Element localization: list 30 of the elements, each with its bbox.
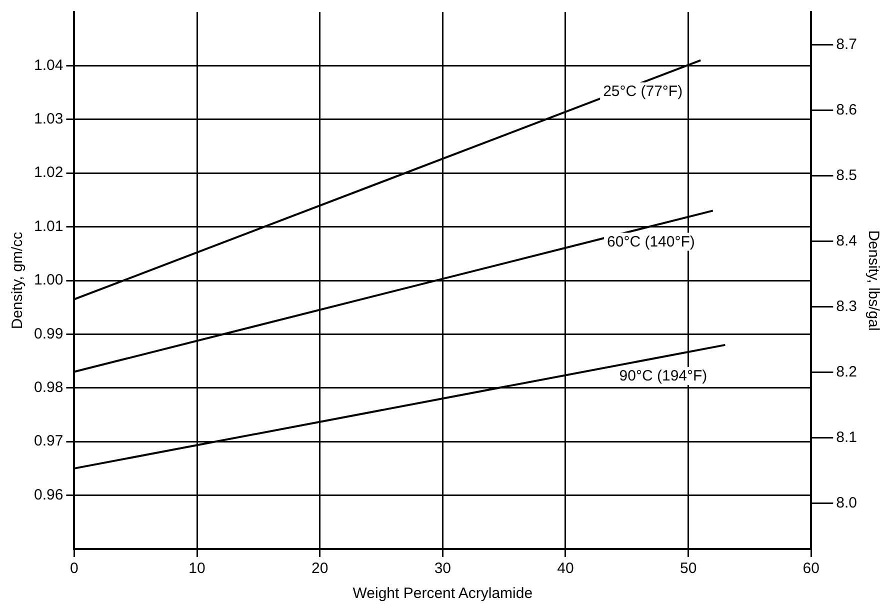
y-axis-title: Density, gm/cc <box>9 231 26 330</box>
x-tick-label: 0 <box>70 560 78 578</box>
y-tick-label: 0.99 <box>34 325 64 342</box>
y2-tick-label: 8.2 <box>836 363 858 380</box>
y-tick-label: 1.02 <box>34 164 64 182</box>
y-tick-label: 0.98 <box>34 379 64 396</box>
series-label: 25°C (77°F) <box>603 82 683 100</box>
y-tick-label: 1.03 <box>34 110 64 128</box>
y2-tick-label: 8.5 <box>836 166 858 184</box>
series-label: 90°C (194°F) <box>619 368 708 385</box>
x-tick-label: 40 <box>557 560 574 578</box>
y2-tick-label: 8.4 <box>836 232 858 250</box>
y-tick-label: 1.00 <box>34 272 64 289</box>
y2-tick-label: 8.0 <box>836 494 858 512</box>
y2-tick-label: 8.7 <box>836 36 858 53</box>
y-tick-label: 1.01 <box>34 218 64 235</box>
series-label: 60°C (140°F) <box>607 233 695 250</box>
x-tick-label: 30 <box>434 560 452 578</box>
y-tick-label: 0.96 <box>34 486 64 504</box>
y-tick-label: 1.04 <box>34 56 64 74</box>
y2-axis-title: Density, lbs/gal <box>864 230 882 331</box>
x-tick-label: 20 <box>312 560 328 578</box>
y-tick-label: 0.97 <box>34 432 64 450</box>
x-axis-title: Weight Percent Acrylamide <box>352 585 533 602</box>
y2-tick-label: 8.3 <box>836 298 858 315</box>
y2-tick-label: 8.6 <box>836 101 858 118</box>
x-tick-label: 10 <box>188 560 206 578</box>
y2-tick-label: 8.1 <box>836 428 858 446</box>
x-tick-label: 60 <box>802 560 820 578</box>
x-tick-label: 50 <box>680 560 697 578</box>
